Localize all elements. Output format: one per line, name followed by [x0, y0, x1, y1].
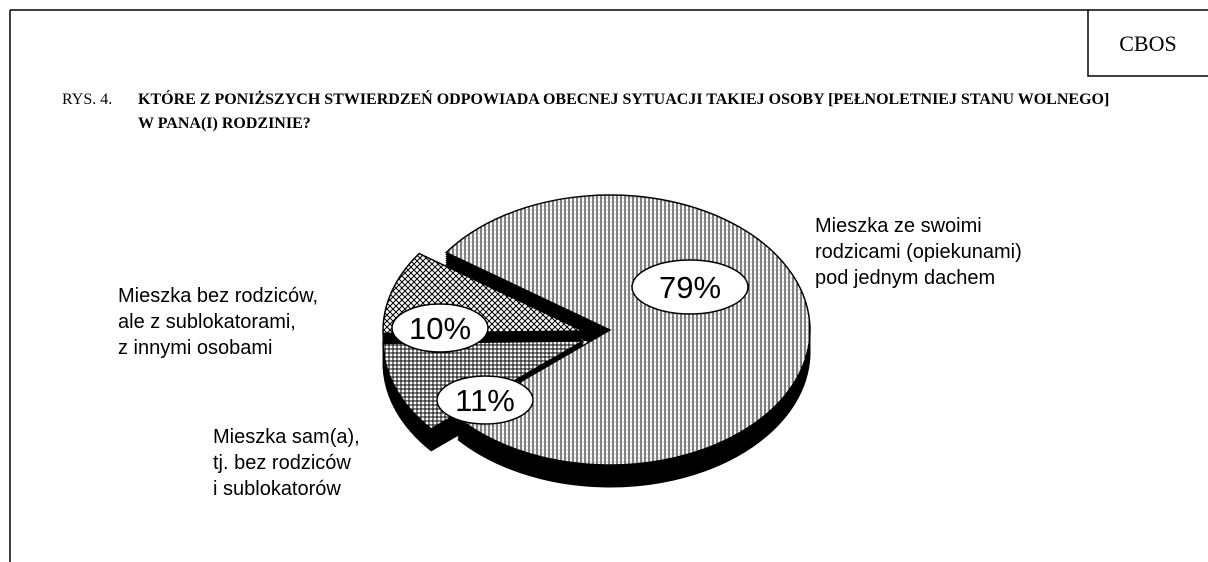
figure-label: RYS. 4. — [62, 91, 113, 108]
value-label: 79% — [659, 270, 721, 305]
category-label: Mieszka bez rodziców, ale z sublokatorami… — [118, 285, 318, 359]
category-label: Mieszka sam(a), tj. bez rodziców i subloka… — [213, 426, 360, 500]
chart-title: KTÓRE Z PONIŻSZYCH STWIERDZEŃ ODPOWIADA … — [138, 91, 1110, 132]
value-label: 11% — [455, 383, 515, 418]
category-label: Mieszka ze swoimi rodzicami (opiekunami) p… — [815, 215, 1022, 289]
title-block: RYS. 4. KTÓRE Z PONIŻSZYCH STWIERDZEŃ OD… — [62, 88, 1113, 136]
value-label-bg — [436, 375, 534, 425]
source: CBOS — [1119, 31, 1176, 56]
source-box — [1087, 9, 1208, 77]
pie: 79% 11% 10% — [382, 194, 811, 488]
value-label-bg — [391, 303, 489, 353]
slice — [444, 194, 811, 466]
value-label-bg — [631, 259, 749, 315]
value-label: 10% — [409, 311, 471, 346]
